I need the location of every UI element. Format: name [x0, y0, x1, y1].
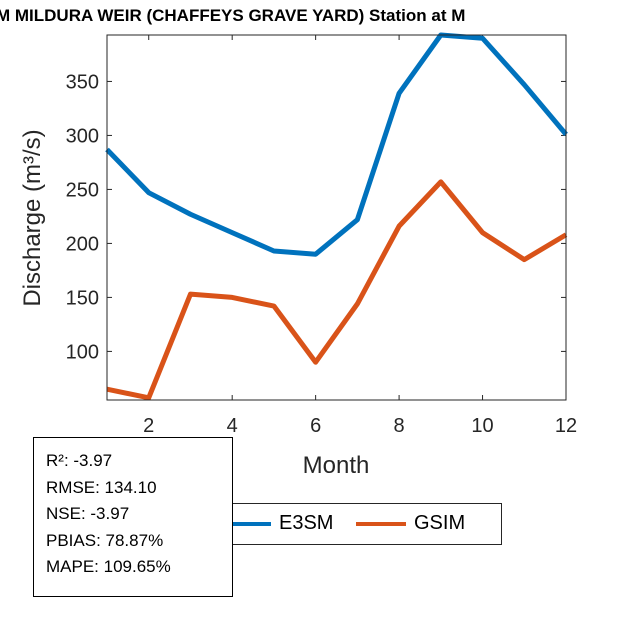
- legend-swatch: [356, 521, 406, 526]
- stats-box: R²: -3.97 RMSE: 134.10 NSE: -3.97 PBIAS:…: [33, 437, 233, 597]
- stat-nse: NSE: -3.97: [46, 504, 130, 523]
- stat-pbias: PBIAS: 78.87%: [46, 530, 164, 550]
- x-tick-label: 6: [310, 415, 321, 437]
- legend-swatch: [221, 521, 271, 526]
- legend-label: GSIM: [414, 512, 466, 534]
- y-tick-label: 350: [66, 71, 99, 93]
- y-tick-label: 250: [66, 179, 99, 201]
- x-tick-label: 4: [227, 415, 238, 437]
- legend-item-gsim: GSIM: [356, 512, 465, 535]
- x-tick-label: 12: [555, 415, 577, 437]
- y-tick-label: 100: [66, 341, 99, 363]
- series-line-e3sm: [105, 32, 568, 257]
- series-line-gsim: [106, 179, 568, 401]
- stat-mape: MAPE: 109.65%: [46, 557, 171, 576]
- y-tick-label: 300: [66, 125, 99, 147]
- y-tick-label: 200: [66, 233, 99, 255]
- x-tick-label: 8: [394, 415, 405, 437]
- legend-label: E3SM: [279, 512, 334, 534]
- y-tick-label: 150: [66, 287, 99, 309]
- plot-frame: [106, 34, 567, 401]
- stat-r2: R²: -3.97: [46, 451, 113, 470]
- x-tick-label: 2: [143, 415, 154, 437]
- chart-title: M MILDURA WEIR (CHAFFEYS GRAVE YARD) Sta…: [0, 6, 466, 25]
- legend-item-e3sm: E3SM: [221, 512, 333, 535]
- legend: E3SM GSIM: [215, 503, 502, 545]
- x-tick-label: 10: [471, 415, 493, 437]
- x-axis-label: Month: [303, 452, 370, 479]
- stat-rmse: RMSE: 134.10: [46, 477, 157, 497]
- y-axis-label: Discharge (m³/s): [19, 129, 46, 306]
